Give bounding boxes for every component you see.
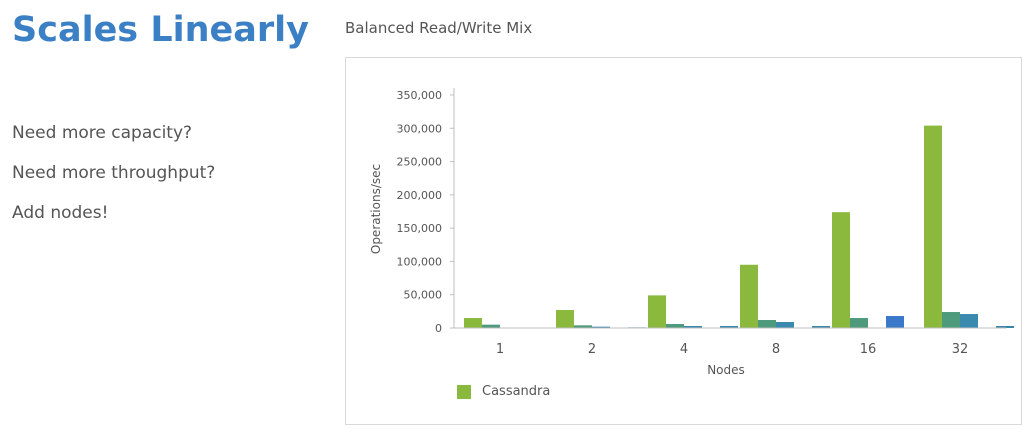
bar-series-2-nodes-32: [942, 312, 960, 328]
bar-series-2-nodes-16: [850, 318, 868, 328]
bar-series-1-nodes-32: [924, 125, 942, 328]
legend-swatch-cassandra: [457, 384, 471, 399]
bullet-list: Need more capacity? Need more throughput…: [12, 121, 215, 241]
bar-series-1-nodes-4: [648, 295, 666, 328]
bar-series-1-nodes-2: [556, 310, 574, 328]
y-axis: 0 50,000 100,000 150,000 200,000 250,000 300,0…: [397, 88, 455, 335]
bar-series-3-nodes-32: [960, 314, 978, 328]
y-tick-label: 0: [435, 322, 442, 335]
bar-series-5-nodes-4: [720, 326, 738, 328]
x-tick-label: 1: [496, 342, 504, 357]
bar-series-5-nodes-8: [812, 326, 830, 328]
y-tick-label: 100,000: [397, 255, 443, 268]
y-tick-label: 50,000: [404, 289, 443, 302]
bar-series-3-nodes-4: [684, 326, 702, 328]
x-tick-label: 4: [680, 342, 688, 357]
x-tick-label: 8: [772, 342, 780, 357]
x-axis: 1 2 4 8 16 32: [454, 327, 1006, 357]
bar-series-1-nodes-16: [832, 212, 850, 328]
chart-frame: [345, 57, 1022, 425]
y-tick-label: 300,000: [397, 122, 443, 135]
bar-series-2-nodes-2: [574, 325, 592, 328]
y-axis-title: Operations/sec: [369, 164, 383, 254]
bar-series-3-nodes-2: [592, 326, 610, 328]
bar-series-2-nodes-8: [758, 320, 776, 328]
bars: [464, 125, 1014, 329]
x-axis-title: Nodes: [707, 363, 745, 377]
chart-title: Balanced Read/Write Mix: [345, 19, 533, 37]
bar-series-4-nodes-16: [886, 316, 904, 328]
bar-series-3-nodes-8: [776, 322, 794, 328]
bar-series-1-nodes-1: [464, 318, 482, 328]
y-tick-label: 350,000: [397, 89, 443, 102]
x-tick-label: 16: [860, 342, 877, 357]
y-tick-label: 150,000: [397, 222, 443, 235]
bullet-add-nodes: Add nodes!: [12, 203, 109, 223]
x-tick-label: 32: [952, 342, 969, 357]
y-tick-label: 200,000: [397, 189, 443, 202]
legend-label-cassandra: Cassandra: [482, 384, 551, 399]
slide-title: Scales Linearly: [12, 10, 309, 50]
bullet-throughput: Need more throughput?: [12, 163, 216, 183]
bar-series-1-nodes-8: [740, 264, 758, 328]
legend: Cassandra: [457, 384, 550, 399]
bar-series-5-nodes-32: [996, 326, 1014, 328]
x-tick-label: 2: [588, 342, 596, 357]
y-tick-label: 250,000: [397, 156, 443, 169]
bar-series-2-nodes-4: [666, 324, 684, 328]
bar-series-2-nodes-1: [482, 324, 500, 328]
bullet-capacity: Need more capacity?: [12, 123, 193, 143]
